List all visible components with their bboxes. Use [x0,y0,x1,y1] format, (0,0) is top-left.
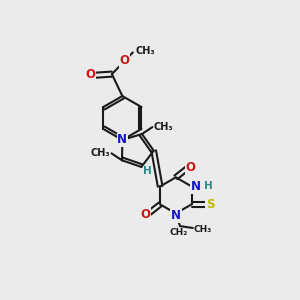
Text: H: H [204,182,212,191]
Text: CH₃: CH₃ [91,148,110,158]
Text: S: S [206,198,214,211]
Text: O: O [119,54,129,68]
Text: H: H [143,166,152,176]
Text: CH₃: CH₃ [154,122,173,132]
Text: N: N [191,180,201,193]
Text: N: N [171,209,181,222]
Text: N: N [117,134,128,146]
Text: O: O [85,68,95,81]
Text: O: O [185,161,196,174]
Text: CH₃: CH₃ [194,225,212,234]
Text: O: O [140,208,151,221]
Text: CH₂: CH₂ [170,228,188,237]
Text: CH₃: CH₃ [135,46,155,56]
